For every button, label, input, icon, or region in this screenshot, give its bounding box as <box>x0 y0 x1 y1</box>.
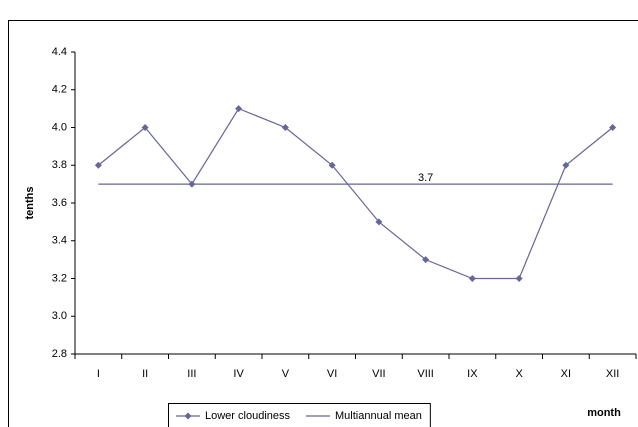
x-tick-label: I <box>97 368 100 380</box>
point <box>328 161 336 169</box>
legend: Lower cloudiness Multiannual mean <box>168 403 431 427</box>
legend-marker <box>184 412 192 420</box>
y-tick-label: 3.4 <box>52 235 67 247</box>
x-tick-label: VI <box>327 368 337 380</box>
legend-label: Multiannual mean <box>335 410 422 422</box>
legend-label: Lower cloudiness <box>205 410 290 422</box>
point <box>422 256 430 264</box>
x-tick-label: X <box>515 368 523 380</box>
y-tick-label: 4.2 <box>52 84 67 96</box>
point <box>94 161 102 169</box>
y-tick-label: 4.0 <box>52 121 67 133</box>
point <box>562 161 570 169</box>
y-tick-label: 2.8 <box>52 348 67 360</box>
y-tick-label: 3.8 <box>52 159 67 171</box>
x-tick-label: IV <box>233 368 244 380</box>
chart-frame <box>8 20 638 427</box>
y-tick-label: 4.4 <box>52 46 67 58</box>
point <box>141 124 149 131</box>
x-tick-label: VIII <box>417 368 434 380</box>
point <box>468 275 476 282</box>
point <box>609 124 617 131</box>
x-tick-label: V <box>282 368 290 380</box>
y-tick-label: 3.2 <box>52 272 67 284</box>
point <box>235 105 243 113</box>
x-tick-label: II <box>142 368 148 380</box>
y-axis-label: tenths <box>24 187 36 220</box>
x-tick-label: IX <box>467 368 478 380</box>
data-label: 3.7 <box>418 172 433 184</box>
y-tick-label: 3.6 <box>52 197 67 209</box>
series-line <box>97 107 614 280</box>
x-tick-label: XI <box>561 368 571 380</box>
y-tick-label: 3.0 <box>52 310 67 322</box>
point <box>281 124 289 131</box>
legend-box <box>168 403 431 427</box>
point <box>375 218 383 226</box>
x-tick-label: XII <box>606 368 619 380</box>
point <box>515 275 523 282</box>
x-tick-label: VII <box>372 368 385 380</box>
x-axis-label: month <box>587 407 621 419</box>
x-tick-label: III <box>187 368 196 380</box>
